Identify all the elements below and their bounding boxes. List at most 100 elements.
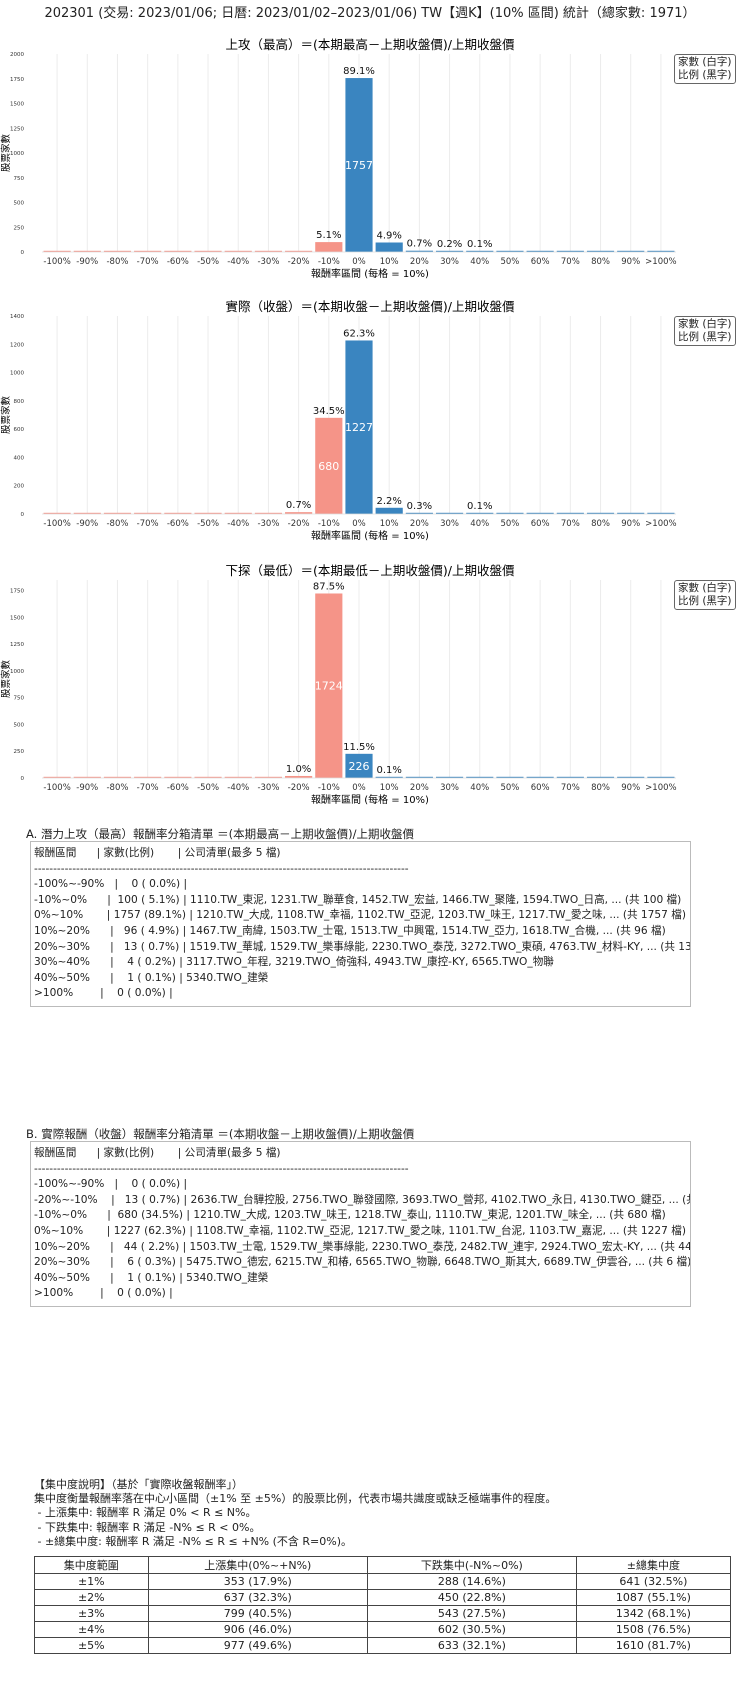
x-tick-label: -90%: [76, 257, 98, 267]
cell: 602 (30.5%): [366, 1621, 577, 1638]
cell: 1342 (68.1%): [575, 1605, 732, 1622]
x-tick-label: >100%: [645, 257, 676, 267]
bar: [134, 776, 162, 778]
bar-ratio-label: 62.3%: [343, 328, 375, 339]
bar-ratio-label: 0.2%: [437, 239, 462, 250]
x-tick-label: -10%: [318, 257, 340, 267]
list-row: >100% | 0 ( 0.0%) |: [34, 1287, 173, 1300]
cell: 450 (22.8%): [366, 1589, 577, 1606]
x-tick-label: 80%: [591, 257, 610, 267]
cell: ±1%: [34, 1573, 149, 1590]
x-tick-label: -40%: [227, 257, 249, 267]
x-axis-label: 報酬率區間 (每格 = 10%): [311, 793, 429, 806]
list-row: -100%~-90% | 0 ( 0.0%) |: [34, 878, 188, 891]
bar: [375, 507, 403, 514]
bar-count-label: 1724: [315, 680, 343, 693]
list-row: ----------------------------------------…: [34, 862, 409, 875]
bar: [103, 776, 132, 778]
y-tick-label: 1750: [10, 589, 24, 595]
y-tick-label: 400: [14, 455, 25, 461]
x-tick-label: -50%: [197, 257, 219, 267]
bar: [435, 512, 464, 514]
legend-close: 家數 (白字) 比例 (黑字): [674, 316, 736, 346]
y-tick-label: 600: [14, 427, 25, 433]
bar: [496, 250, 524, 252]
bar: [43, 250, 71, 252]
cell: 353 (17.9%): [147, 1573, 368, 1590]
x-tick-label: -100%: [43, 257, 70, 267]
x-tick-label: 90%: [621, 783, 640, 793]
x-tick-label: 20%: [410, 257, 429, 267]
bar: [194, 512, 222, 514]
y-tick-label: 250: [14, 749, 25, 755]
bar: [526, 250, 554, 252]
x-tick-label: -80%: [106, 519, 128, 529]
y-tick-label: 500: [14, 201, 25, 207]
bar: [496, 776, 524, 778]
x-tick-label: -40%: [227, 783, 249, 793]
y-tick-label: 0: [21, 250, 25, 256]
bar: [556, 776, 584, 778]
y-tick-label: 1250: [10, 126, 24, 132]
cell: 799 (40.5%): [147, 1605, 368, 1622]
y-tick-label: 1500: [10, 102, 24, 108]
bar: [194, 776, 222, 778]
chart-high: 上攻（最高）＝(本期最高－上期收盤價)/上期收盤價 0 250 500 750 1000 1…: [0, 37, 677, 280]
x-tick-label: -80%: [106, 257, 128, 267]
bar-ratio-label: 11.5%: [343, 742, 375, 753]
x-tick-label: -10%: [318, 519, 340, 529]
x-tick-label: 50%: [500, 257, 519, 267]
cell: 633 (32.1%): [366, 1637, 577, 1654]
list-row: 40%~50% | 1 ( 0.1%) | 5340.TWO_建榮: [34, 971, 269, 984]
table-row: ±1% 353 (17.9%) 288 (14.6%) 641 (32.5%): [34, 1573, 732, 1590]
bar: [345, 753, 373, 778]
x-tick-label: 60%: [531, 257, 550, 267]
list-row: 10%~20% | 44 ( 2.2%) | 1503.TW_士電, 1529.…: [34, 1240, 690, 1253]
bar: [315, 417, 343, 514]
x-tick-label: 20%: [410, 519, 429, 529]
page-title: 202301 (交易: 2023/01/06; 日曆: 2023/01/02–2…: [44, 6, 696, 21]
legend-line-ratio: 比例 (黑字): [678, 331, 732, 343]
bar-ratio-label: 0.1%: [467, 501, 492, 512]
x-tick-label: 30%: [440, 783, 459, 793]
header-down: 下跌集中(-N%~0%): [366, 1556, 577, 1574]
cell: 288 (14.6%): [366, 1573, 577, 1590]
x-tick-label: 70%: [561, 257, 580, 267]
header-up: 上漲集中(0%~+N%): [147, 1556, 368, 1574]
bar: [224, 512, 252, 514]
x-tick-label: -20%: [288, 783, 310, 793]
chart-close: 實際（收盤）＝(本期收盤－上期收盤價)/上期收盤價 0 200 400 600 800 10…: [0, 299, 677, 542]
cell: ±3%: [34, 1605, 149, 1622]
x-tick-label: >100%: [645, 783, 676, 793]
x-tick-label: -30%: [257, 519, 279, 529]
bar: [405, 250, 433, 252]
list-row: -10%~0% | 100 ( 5.1%) | 1110.TW_東泥, 1231…: [34, 893, 682, 906]
cell: 977 (49.6%): [147, 1637, 368, 1654]
chart-title: 實際（收盤）＝(本期收盤－上期收盤價)/上期收盤價: [226, 299, 515, 314]
list-row: 0%~10% | 1757 (89.1%) | 1210.TW_大成, 1108…: [34, 909, 686, 922]
x-tick-label: 10%: [380, 257, 399, 267]
y-tick-label: 750: [14, 176, 25, 182]
bar: [285, 512, 313, 514]
bar: [164, 512, 192, 514]
bar-ratio-label: 0.7%: [407, 239, 432, 250]
bar: [586, 250, 615, 252]
bar-ratio-label: 5.1%: [316, 230, 341, 241]
legend-line-ratio: 比例 (黑字): [678, 595, 732, 607]
list-row: 30%~40% | 4 ( 0.2%) | 3117.TWO_年程, 3219.…: [34, 956, 554, 969]
bar: [254, 250, 283, 252]
x-tick-label: 40%: [470, 783, 489, 793]
bar: [526, 512, 554, 514]
x-tick-label: -10%: [318, 783, 340, 793]
x-tick-label: 10%: [380, 783, 399, 793]
x-tick-label: 80%: [591, 519, 610, 529]
bar-count-label: 1227: [345, 421, 373, 434]
bar: [254, 512, 283, 514]
bar-ratio-label: 4.9%: [376, 230, 401, 241]
chart-title: 下探（最低）＝(本期最低－上期收盤價)/上期收盤價: [226, 563, 515, 578]
list-row: -20%~-10% | 13 ( 0.7%) | 2636.TW_台驊控股, 2…: [34, 1193, 690, 1206]
x-tick-label: -100%: [43, 783, 70, 793]
bar: [134, 512, 162, 514]
x-tick-label: 90%: [621, 257, 640, 267]
x-tick-label: 50%: [500, 519, 519, 529]
